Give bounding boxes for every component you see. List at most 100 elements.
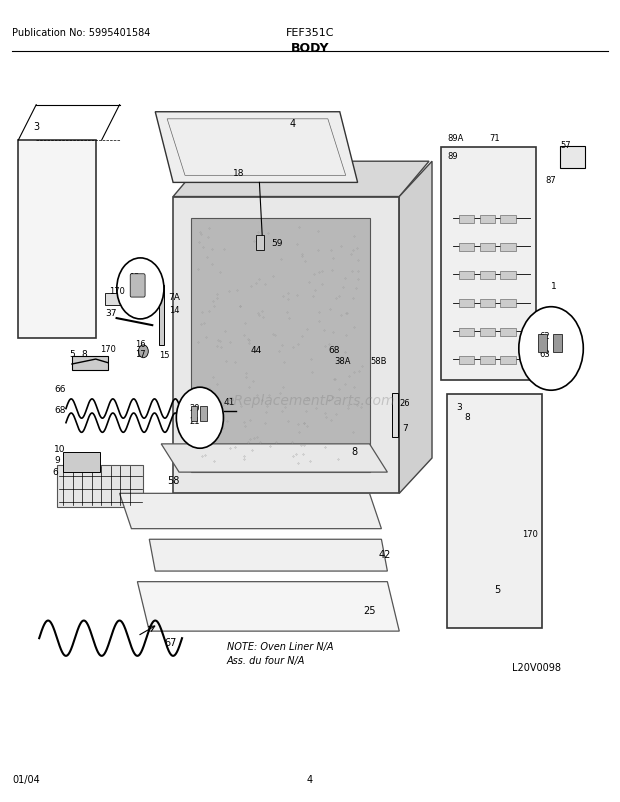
Text: 25: 25: [363, 606, 376, 616]
Circle shape: [176, 387, 223, 448]
FancyBboxPatch shape: [105, 294, 122, 306]
Text: BODY: BODY: [291, 42, 329, 55]
Text: 17: 17: [135, 350, 146, 358]
Text: 26: 26: [399, 399, 410, 407]
Text: 42: 42: [378, 549, 391, 559]
Text: NOTE: Oven Liner N/A: NOTE: Oven Liner N/A: [227, 641, 333, 651]
FancyBboxPatch shape: [500, 272, 516, 280]
FancyBboxPatch shape: [19, 141, 95, 338]
Text: 18: 18: [233, 169, 244, 178]
Text: 67: 67: [164, 638, 176, 647]
Polygon shape: [149, 540, 388, 571]
FancyBboxPatch shape: [538, 335, 547, 353]
FancyBboxPatch shape: [130, 274, 145, 298]
Text: 4: 4: [289, 119, 295, 128]
Text: 01/04: 01/04: [12, 775, 40, 784]
FancyBboxPatch shape: [480, 300, 495, 308]
Polygon shape: [138, 582, 399, 631]
FancyBboxPatch shape: [500, 356, 516, 364]
Text: 58: 58: [167, 475, 179, 485]
Polygon shape: [161, 444, 388, 472]
Text: 58B: 58B: [370, 356, 387, 365]
Text: L20V0098: L20V0098: [512, 662, 560, 672]
Text: 5: 5: [69, 349, 75, 358]
Text: 12: 12: [129, 273, 140, 282]
Text: 44: 44: [251, 346, 262, 354]
FancyBboxPatch shape: [553, 335, 562, 353]
Text: 57: 57: [560, 141, 571, 150]
Text: 170: 170: [108, 286, 125, 295]
Text: 68: 68: [328, 346, 340, 354]
FancyBboxPatch shape: [500, 328, 516, 336]
Text: 66: 66: [55, 384, 66, 393]
FancyBboxPatch shape: [191, 407, 197, 421]
Text: 71: 71: [489, 134, 500, 143]
FancyBboxPatch shape: [459, 300, 474, 308]
Polygon shape: [191, 218, 370, 472]
Text: 59: 59: [272, 238, 283, 247]
Text: 41: 41: [224, 398, 236, 407]
Polygon shape: [155, 112, 358, 183]
Text: 7: 7: [402, 423, 408, 432]
Text: 38A: 38A: [334, 356, 351, 365]
FancyBboxPatch shape: [459, 328, 474, 336]
Text: 10: 10: [55, 444, 66, 453]
Text: 5: 5: [494, 585, 500, 594]
Text: 3: 3: [33, 122, 39, 132]
FancyBboxPatch shape: [480, 328, 495, 336]
FancyBboxPatch shape: [159, 286, 164, 346]
Text: 8: 8: [352, 447, 358, 457]
Text: 7A: 7A: [168, 293, 180, 302]
Polygon shape: [173, 197, 399, 494]
Text: 21: 21: [189, 416, 200, 425]
Text: 170: 170: [522, 529, 538, 538]
Text: FEF351C: FEF351C: [286, 28, 334, 38]
Text: 3: 3: [456, 402, 462, 411]
Text: 20: 20: [189, 403, 200, 412]
FancyBboxPatch shape: [200, 407, 206, 421]
Text: 63: 63: [540, 349, 551, 358]
FancyBboxPatch shape: [480, 356, 495, 364]
Text: 6: 6: [52, 467, 58, 476]
Text: Publication No: 5995401584: Publication No: 5995401584: [12, 28, 151, 38]
Polygon shape: [120, 494, 381, 529]
Circle shape: [519, 307, 583, 391]
Text: 16: 16: [135, 340, 146, 349]
FancyBboxPatch shape: [63, 452, 100, 472]
FancyBboxPatch shape: [480, 244, 495, 252]
Text: 89: 89: [447, 152, 458, 160]
Polygon shape: [173, 162, 429, 197]
Text: 68: 68: [55, 406, 66, 415]
Text: 4: 4: [307, 775, 313, 784]
Text: 170: 170: [100, 344, 115, 353]
FancyBboxPatch shape: [500, 300, 516, 308]
Polygon shape: [399, 162, 432, 494]
Text: 8: 8: [81, 349, 87, 358]
Polygon shape: [57, 465, 143, 508]
Text: 62: 62: [540, 331, 551, 340]
FancyBboxPatch shape: [500, 215, 516, 223]
FancyBboxPatch shape: [480, 272, 495, 280]
Text: 87: 87: [546, 176, 556, 185]
Text: 14: 14: [169, 306, 180, 315]
Text: 37: 37: [105, 309, 117, 318]
Circle shape: [117, 258, 164, 319]
FancyBboxPatch shape: [459, 272, 474, 280]
Text: 9: 9: [55, 455, 61, 464]
FancyBboxPatch shape: [459, 356, 474, 364]
FancyBboxPatch shape: [459, 215, 474, 223]
Circle shape: [138, 346, 148, 358]
Text: 89A: 89A: [447, 134, 463, 143]
FancyBboxPatch shape: [500, 244, 516, 252]
Text: 1: 1: [551, 282, 557, 291]
FancyBboxPatch shape: [480, 215, 495, 223]
FancyBboxPatch shape: [447, 395, 542, 628]
Text: 68: 68: [179, 406, 191, 415]
Text: eReplacementParts.com: eReplacementParts.com: [225, 394, 395, 408]
Text: Ass. du four N/A: Ass. du four N/A: [227, 655, 305, 665]
FancyBboxPatch shape: [459, 244, 474, 252]
Text: 15: 15: [159, 350, 170, 359]
FancyBboxPatch shape: [257, 236, 264, 250]
Polygon shape: [72, 356, 108, 371]
FancyBboxPatch shape: [560, 147, 585, 169]
